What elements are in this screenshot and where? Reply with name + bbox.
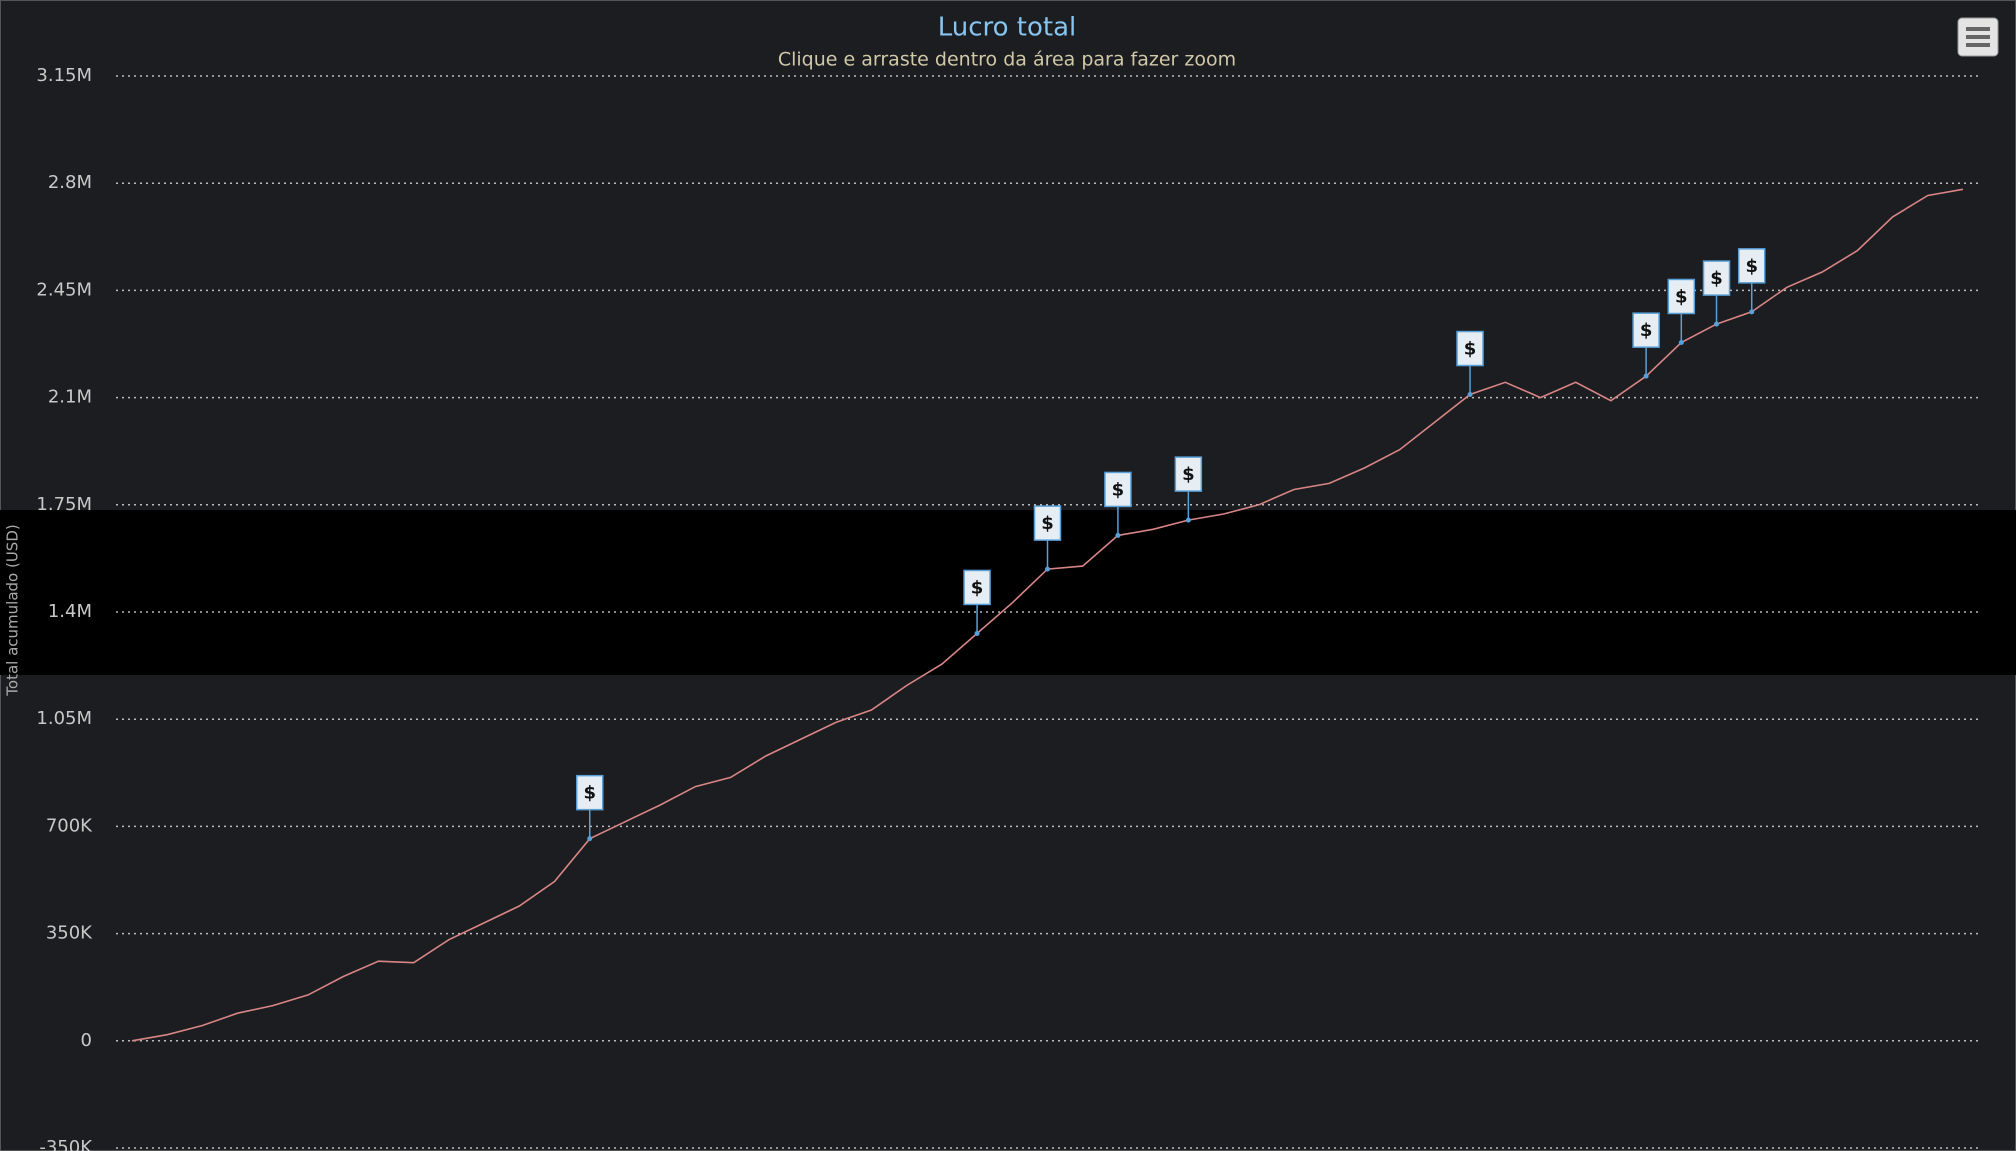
flag-label: $	[971, 577, 984, 598]
flag-anchor	[1185, 517, 1191, 523]
menu-button[interactable]	[1957, 17, 1999, 57]
y-tick-label: 350K	[46, 923, 93, 944]
flag-box	[1456, 330, 1484, 367]
y-tick-label: 2.45M	[36, 279, 92, 300]
y-tick-label: -350K	[39, 1137, 93, 1151]
flag-box	[1174, 456, 1203, 492]
flag-label: $	[1640, 320, 1653, 341]
y-tick-label: 1.75M	[36, 494, 92, 515]
flag-label: $	[1745, 256, 1758, 277]
flag-label: $	[583, 783, 596, 804]
flag-box	[576, 774, 604, 811]
flag-anchor	[1714, 321, 1720, 327]
flag-anchor	[1643, 373, 1649, 379]
flag-anchor	[1678, 339, 1684, 345]
chart-subtitle: Clique e arraste dentro da área para faz…	[778, 49, 1236, 71]
y-tick-label: 0	[81, 1030, 92, 1051]
flag-box	[1737, 248, 1766, 284]
flag-box	[1702, 260, 1731, 296]
flag-box	[1632, 312, 1660, 348]
chart-title: Lucro total	[938, 13, 1077, 43]
flag-anchor	[1749, 309, 1755, 315]
flag-label: $	[1675, 286, 1688, 307]
menu-icon	[1966, 27, 1990, 47]
y-tick-label: 3.15M	[36, 65, 92, 86]
y-tick-label: 2.8M	[48, 172, 92, 193]
flag-label: $	[1112, 479, 1125, 500]
y-tick-label: 1.05M	[36, 708, 92, 729]
flag-anchor	[1115, 532, 1121, 538]
flag-box	[963, 569, 991, 606]
y-axis-label: Total acumulado (USD)	[4, 524, 22, 696]
y-tick-label: 2.1M	[48, 387, 92, 408]
flag-box	[1667, 278, 1696, 315]
y-tick-label: 700K	[46, 815, 93, 836]
flag-anchor	[1467, 392, 1473, 398]
flag-box	[1104, 471, 1132, 508]
flag-label: $	[1710, 268, 1723, 289]
flag-anchor	[974, 630, 980, 636]
y-tick-label: 1.4M	[48, 601, 92, 622]
flag-label: $	[1182, 464, 1195, 485]
flag-label: $	[1464, 339, 1477, 360]
overlay-band	[0, 510, 2016, 675]
flag-anchor	[1045, 566, 1050, 572]
flag-label: $	[1041, 513, 1054, 534]
flag-box	[1033, 505, 1062, 541]
flag-anchor	[587, 836, 593, 842]
